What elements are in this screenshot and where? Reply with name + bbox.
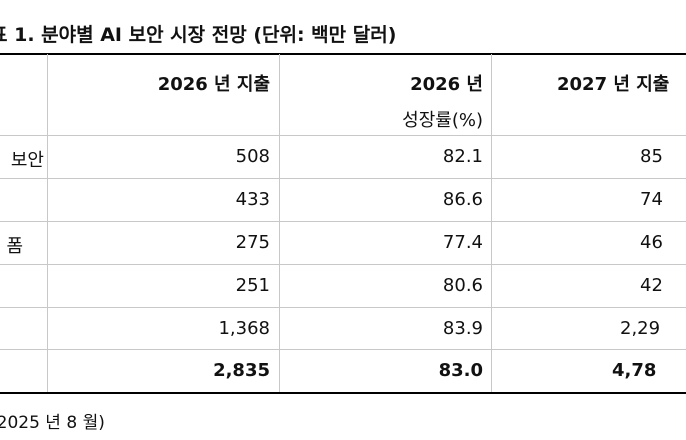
- cell-2026-spend-total: 2,835: [213, 360, 270, 381]
- cell-2027-spend: 85: [640, 146, 663, 167]
- row-divider: [0, 178, 686, 179]
- cell-2026-growth: 80.6: [442, 275, 483, 296]
- row-label: 폼: [6, 236, 23, 257]
- cell-2026-growth-total: 83.0: [438, 360, 483, 381]
- row-divider: [0, 307, 686, 308]
- row-label: 보안: [10, 150, 44, 171]
- cell-2026-spend: 508: [235, 146, 270, 167]
- column-divider: [47, 54, 48, 392]
- header-divider: [0, 135, 686, 136]
- cell-2026-spend: 251: [235, 275, 270, 296]
- cell-2026-growth: 82.1: [442, 146, 483, 167]
- cell-2027-spend: 46: [640, 232, 663, 253]
- cell-2027-spend: 42: [640, 275, 663, 296]
- cell-2026-growth: 83.9: [442, 318, 483, 339]
- header-2027-spend: 2027 년 지출: [557, 74, 670, 95]
- table-bottom-rule: [0, 392, 686, 394]
- cell-2027-spend-total: 4,78: [612, 360, 657, 381]
- table-title: 표 1. 분야별 AI 보안 시장 전망 (단위: 백만 달러): [0, 24, 397, 46]
- source-note: (2025 년 8 월): [0, 413, 105, 433]
- cell-2026-spend: 275: [235, 232, 270, 253]
- column-divider: [491, 54, 492, 392]
- header-2026-growth-line1: 2026 년: [410, 74, 483, 95]
- cell-2027-spend: 2,29: [620, 318, 661, 339]
- cell-2027-spend: 74: [640, 189, 663, 210]
- row-divider: [0, 264, 686, 265]
- cell-2026-growth: 77.4: [442, 232, 483, 253]
- column-divider: [279, 54, 280, 392]
- table-top-rule: [0, 53, 686, 55]
- row-divider: [0, 349, 686, 350]
- header-2026-spend: 2026 년 지출: [157, 74, 270, 95]
- row-divider: [0, 221, 686, 222]
- cell-2026-spend: 433: [235, 189, 270, 210]
- header-2026-growth-line2: 성장률(%): [402, 110, 483, 131]
- cell-2026-spend: 1,368: [218, 318, 270, 339]
- cell-2026-growth: 86.6: [442, 189, 483, 210]
